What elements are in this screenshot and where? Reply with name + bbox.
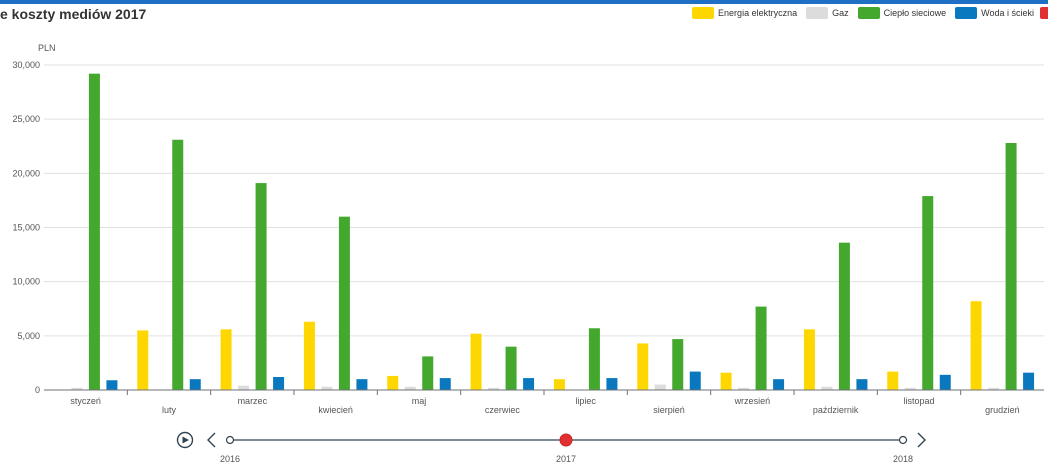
- legend-label-cieplo: Ciepło sieciowe: [883, 8, 947, 18]
- legend-label-gaz: Gaz: [832, 8, 849, 18]
- x-tick-label: kwiecień: [318, 405, 353, 415]
- top-accent-bar: [0, 0, 1048, 4]
- bar[interactable]: [273, 377, 285, 390]
- bar[interactable]: [856, 379, 868, 390]
- x-tick-label: sierpień: [653, 405, 685, 415]
- x-tick-label: lipiec: [575, 396, 596, 406]
- bar[interactable]: [137, 330, 149, 390]
- bar[interactable]: [404, 386, 416, 390]
- legend-swatch-energia: [692, 7, 715, 19]
- bar[interactable]: [255, 183, 267, 390]
- bar[interactable]: [821, 386, 833, 390]
- bar[interactable]: [755, 306, 767, 390]
- bar[interactable]: [439, 378, 451, 390]
- bar[interactable]: [220, 329, 232, 390]
- bar[interactable]: [738, 387, 750, 390]
- x-tick-label: czerwiec: [485, 405, 521, 415]
- legend-item-woda[interactable]: Woda i ścieki: [955, 7, 1034, 19]
- bar[interactable]: [588, 328, 600, 390]
- x-tick-label: październik: [813, 405, 859, 415]
- bar[interactable]: [488, 387, 500, 390]
- bar[interactable]: [654, 384, 666, 390]
- x-axis: styczeń luty marzec kwiecień maj czerwiec lipi…: [44, 389, 1044, 415]
- x-tick-label: wrzesień: [734, 396, 771, 406]
- legend-swatch-cieplo: [857, 7, 880, 19]
- bar[interactable]: [606, 378, 618, 390]
- timeline: 2016 2017 2018: [176, 431, 926, 464]
- bar[interactable]: [672, 339, 684, 390]
- bar[interactable]: [637, 343, 649, 390]
- legend-label-energia: Energia elektryczna: [718, 8, 798, 18]
- bar[interactable]: [303, 321, 315, 390]
- bar[interactable]: [422, 356, 434, 390]
- prev-year-icon[interactable]: [207, 432, 216, 448]
- x-tick-label: marzec: [238, 396, 268, 406]
- y-axis-label: PLN: [38, 43, 56, 53]
- next-year-icon[interactable]: [917, 432, 926, 448]
- chart-title: e koszty mediów 2017: [0, 6, 147, 22]
- bar[interactable]: [106, 380, 118, 390]
- play-icon[interactable]: [176, 431, 194, 449]
- timeline-label-2017: 2017: [556, 454, 576, 464]
- bar[interactable]: [773, 379, 785, 390]
- bar[interactable]: [1005, 143, 1017, 390]
- bar[interactable]: [922, 196, 934, 390]
- gridlines: [44, 64, 1044, 337]
- bar[interactable]: [470, 333, 482, 390]
- bar[interactable]: [988, 387, 1000, 390]
- bar[interactable]: [553, 379, 565, 390]
- timeline-label-2016: 2016: [220, 454, 240, 464]
- legend-item-cieplo[interactable]: Ciepło sieciowe: [857, 7, 947, 19]
- y-tick-label: 30,000: [12, 60, 40, 70]
- y-tick-label: 25,000: [12, 114, 40, 124]
- timeline-label-2018: 2018: [893, 454, 913, 464]
- bar[interactable]: [887, 371, 899, 390]
- y-tick-label: 15,000: [12, 223, 40, 233]
- bar[interactable]: [505, 346, 517, 390]
- y-tick-label: 0: [35, 385, 40, 395]
- bar[interactable]: [387, 375, 399, 390]
- bar[interactable]: [321, 386, 333, 390]
- x-tick-label: luty: [162, 405, 177, 415]
- legend-label-woda: Woda i ścieki: [981, 8, 1034, 18]
- legend-swatch-gaz: [806, 7, 829, 19]
- x-tick-label: styczeń: [70, 396, 101, 406]
- bar[interactable]: [523, 378, 535, 390]
- bar[interactable]: [689, 371, 701, 390]
- y-axis-ticks: 0 5,000 10,000 15,000 20,000 25,000 30,000: [12, 60, 40, 395]
- bar[interactable]: [356, 379, 368, 390]
- bar[interactable]: [238, 385, 250, 390]
- legend-item-gaz[interactable]: Gaz: [806, 7, 849, 19]
- y-tick-label: 20,000: [12, 168, 40, 178]
- bar[interactable]: [838, 242, 850, 390]
- bar[interactable]: [1023, 372, 1035, 390]
- bar[interactable]: [172, 139, 184, 390]
- bar[interactable]: [720, 372, 732, 390]
- timeline-point-2016[interactable]: [225, 435, 235, 445]
- bar[interactable]: [88, 73, 100, 391]
- y-tick-label: 10,000: [12, 277, 40, 287]
- y-tick-label: 5,000: [17, 331, 40, 341]
- legend: Energia elektryczna Gaz Ciepło sieciowe …: [683, 6, 1048, 20]
- bar[interactable]: [939, 374, 951, 390]
- timeline-point-2017[interactable]: [559, 433, 573, 447]
- legend-swatch-partial[interactable]: [1040, 7, 1048, 19]
- x-tick-label: grudzień: [985, 405, 1020, 415]
- bar[interactable]: [904, 387, 916, 390]
- x-tick-label: maj: [412, 396, 427, 406]
- bar[interactable]: [970, 301, 982, 390]
- timeline-point-2018[interactable]: [898, 435, 908, 445]
- bars: [71, 73, 1035, 391]
- bar[interactable]: [803, 329, 815, 390]
- legend-swatch-woda: [955, 7, 978, 19]
- bar[interactable]: [189, 379, 201, 390]
- bar[interactable]: [338, 216, 350, 390]
- legend-item-energia[interactable]: Energia elektryczna: [692, 7, 797, 19]
- bar[interactable]: [71, 387, 83, 390]
- x-tick-label: listopad: [903, 396, 934, 406]
